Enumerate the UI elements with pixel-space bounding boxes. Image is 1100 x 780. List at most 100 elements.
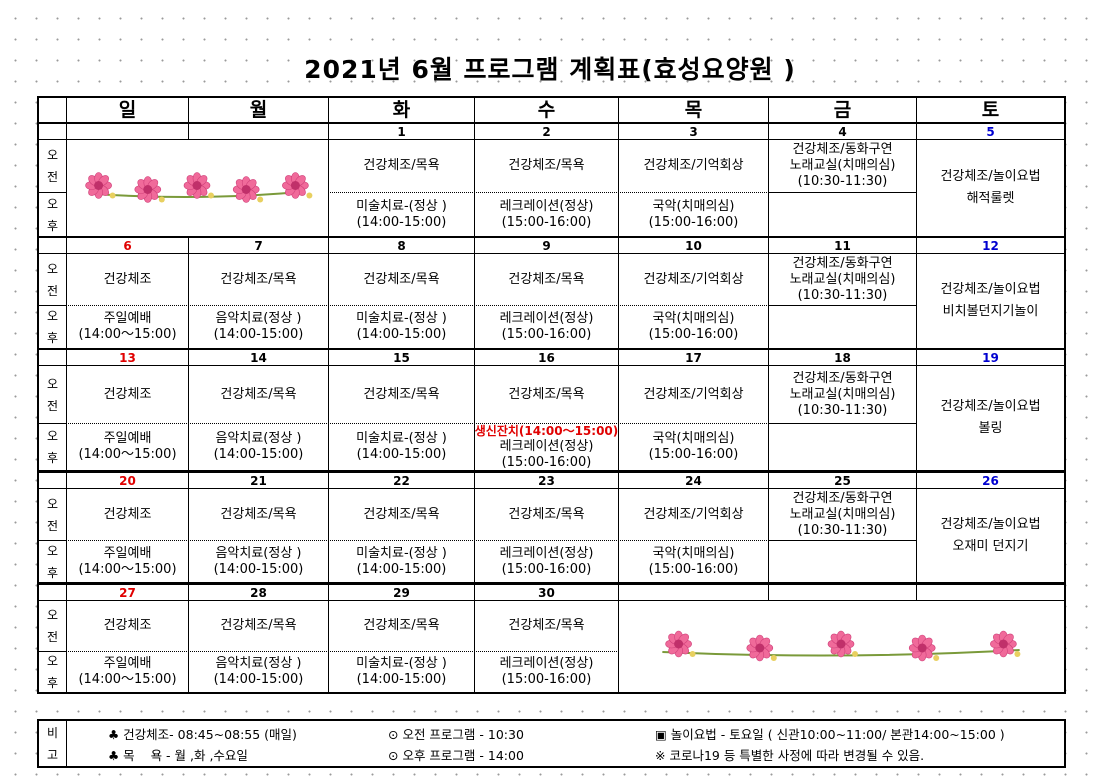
cell-line: (14:00-15:00) bbox=[213, 447, 304, 462]
date-cell bbox=[768, 584, 917, 601]
cell-line: 음악치료(정상 ) bbox=[215, 431, 302, 446]
program-cell-am: 건강체조/목욕 bbox=[474, 139, 619, 193]
program-cell-pm: 미술치료-(정상 ) (14:00-15:00) bbox=[328, 651, 475, 693]
side-char: 오 bbox=[46, 543, 59, 558]
cell-line: 노래교실(치매의심) bbox=[789, 158, 896, 173]
cell-line: (15:00-16:00) bbox=[501, 327, 592, 342]
program-cell-am: 건강체조/목욕 bbox=[188, 253, 329, 306]
program-cell-pm: 레크레이션(정상) (15:00-16:00) bbox=[474, 305, 619, 349]
program-cell: 건강체조/놀이요법 비치볼던지기놀이 bbox=[916, 253, 1065, 349]
date-cell: 20 bbox=[66, 472, 189, 489]
program-cell-am: 건강체조/목욕 bbox=[474, 253, 619, 306]
program-cell-am: 건강체조 bbox=[66, 365, 189, 424]
program-cell-pm: 국악(치매의심) (15:00-16:00) bbox=[618, 423, 769, 471]
cell-line: 건강체조/놀이요법 bbox=[940, 516, 1041, 532]
cell-line: 생신잔치(14:00～15:00) bbox=[474, 424, 619, 438]
date-cell: 16 bbox=[474, 349, 619, 366]
cell-line: 레크레이션(정상) bbox=[499, 439, 594, 454]
cell-line: 노래교실(치매의심) bbox=[789, 386, 896, 402]
date-cell: 15 bbox=[328, 349, 475, 366]
cell-line: (10:30-11:30) bbox=[797, 522, 888, 538]
program-cell-am: 건강체조/동화구연 노래교실(치매의심) (10:30-11:30) bbox=[768, 139, 917, 193]
footer-item: ♣ 건강체조- 08:45~08:55 (매일) bbox=[108, 727, 297, 742]
date-cell: 17 bbox=[618, 349, 769, 366]
date-cell: 14 bbox=[188, 349, 329, 366]
side-char: 오 bbox=[46, 376, 59, 391]
cell-line: 건강체조/기억회상 bbox=[643, 506, 744, 522]
date-cell bbox=[618, 584, 769, 601]
cell-line: 건강체조/동화구연 bbox=[792, 370, 893, 386]
side-char: 오 bbox=[46, 309, 59, 323]
cell-line: 볼링 bbox=[978, 421, 1003, 436]
date-cell: 30 bbox=[474, 584, 619, 601]
cell-line: 레크레이션(정상) bbox=[499, 545, 594, 561]
program-cell-pm: 레크레이션(정상) (15:00-16:00) bbox=[474, 540, 619, 583]
cell-line: 주일예배 bbox=[103, 311, 152, 326]
cell-line: 건강체조/목욕 bbox=[363, 271, 440, 287]
program-cell-pm bbox=[768, 423, 917, 471]
date-cell: 4 bbox=[768, 123, 917, 140]
cell-line: (15:00-16:00) bbox=[501, 214, 592, 230]
side-char: 후 bbox=[46, 218, 59, 233]
footer-item: ⊙ 오전 프로그램 - 10:30 bbox=[388, 727, 524, 742]
program-cell-am: 건강체조/동화구연 노래교실(치매의심) (10:30-11:30) bbox=[768, 365, 917, 424]
program-cell-pm: 레크레이션(정상) (15:00-16:00) bbox=[474, 651, 619, 693]
side-char: 오 bbox=[46, 148, 59, 162]
day-header: 화 bbox=[328, 97, 475, 123]
program-cell-pm: 미술치료-(정상 ) (14:00-15:00) bbox=[328, 192, 475, 237]
cell-line: 음악치료(정상 ) bbox=[215, 311, 302, 326]
program-cell-am: 건강체조/목욕 bbox=[328, 139, 475, 193]
decor-cell bbox=[66, 139, 329, 237]
cell-line: 건강체조/목욕 bbox=[220, 271, 297, 287]
date-cell: 21 bbox=[188, 472, 329, 489]
cell-line: (14:00-15:00) bbox=[213, 327, 304, 342]
footer-frame bbox=[37, 719, 1066, 768]
side-char: 오 bbox=[46, 608, 59, 622]
cell-line: (14:00-15:00) bbox=[356, 561, 447, 577]
program-cell-am: 건강체조/동화구연 노래교실(치매의심) (10:30-11:30) bbox=[768, 253, 917, 306]
cell-line: 건강체조/목욕 bbox=[363, 506, 440, 522]
cell-line: 미술치료-(정상 ) bbox=[356, 431, 447, 446]
cell-line: 미술치료-(정상 ) bbox=[356, 198, 447, 214]
side-blank bbox=[38, 472, 67, 489]
cell-line: (14:00-15:00) bbox=[356, 447, 447, 462]
cell-line: 미술치료-(정상 ) bbox=[356, 311, 447, 326]
cell-line: (14:00～15:00) bbox=[78, 327, 177, 342]
side-char: 후 bbox=[46, 565, 59, 580]
decor-cell bbox=[618, 600, 1065, 693]
cell-line: 건강체조/놀이요법 bbox=[940, 282, 1041, 297]
date-cell: 2 bbox=[474, 123, 619, 140]
cell-line: 건강체조/목욕 bbox=[508, 158, 585, 173]
cell-line: 건강체조 bbox=[103, 386, 152, 402]
cell-line: 건강체조/동화구연 bbox=[792, 255, 893, 271]
date-cell: 23 bbox=[474, 472, 619, 489]
program-cell-pm: 음악치료(정상 ) (14:00-15:00) bbox=[188, 423, 329, 471]
date-cell: 25 bbox=[768, 472, 917, 489]
cell-line: (15:00-16:00) bbox=[501, 672, 592, 687]
date-cell: 18 bbox=[768, 349, 917, 366]
footer-item: ※ 코로나19 등 특별한 사정에 따라 변경될 수 있음. bbox=[655, 748, 925, 763]
cell-line: 건강체조/기억회상 bbox=[643, 386, 744, 402]
cell-line: 음악치료(정상 ) bbox=[215, 545, 302, 561]
date-cell: 27 bbox=[66, 584, 189, 601]
cell-line: 건강체조 bbox=[103, 506, 152, 522]
side-char: 오 bbox=[46, 261, 59, 276]
cell-line: 레크레이션(정상) bbox=[499, 656, 594, 671]
program-cell-am: 건강체조/목욕 bbox=[328, 365, 475, 424]
side-blank bbox=[38, 237, 67, 254]
cell-line: 노래교실(치매의심) bbox=[789, 271, 896, 287]
cell-line: 국악(치매의심) bbox=[652, 311, 735, 326]
cell-line: (14:00～15:00) bbox=[78, 561, 177, 577]
day-header: 토 bbox=[916, 97, 1065, 123]
cell-line: 노래교실(치매의심) bbox=[789, 506, 896, 522]
date-cell: 10 bbox=[618, 237, 769, 254]
cell-line: 국악(치매의심) bbox=[652, 545, 735, 561]
program-cell-am: 건강체조/목욕 bbox=[188, 365, 329, 424]
cell-line: 건강체조 bbox=[103, 271, 152, 287]
